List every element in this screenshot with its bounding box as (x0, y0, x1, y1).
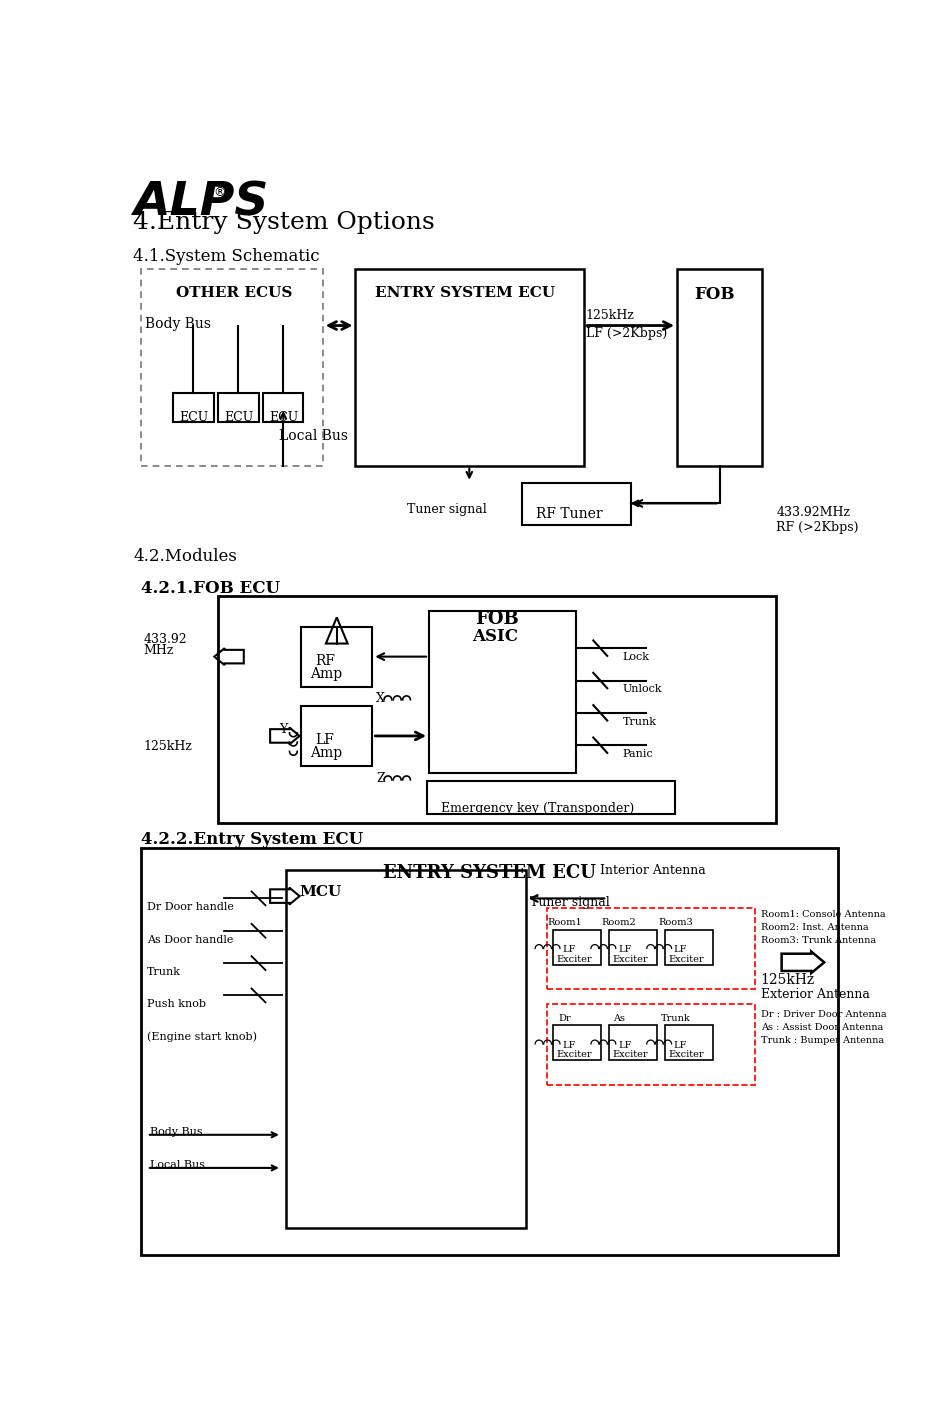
Bar (608, 931, 657, 965)
Text: Room1: Room1 (547, 918, 582, 928)
Text: Body Bus: Body Bus (145, 317, 210, 332)
Text: LF: LF (674, 1040, 687, 1050)
Text: 125kHz: 125kHz (585, 309, 634, 323)
Bar (218, 393, 259, 421)
Bar (522, 482, 630, 525)
Text: RF (>2Kbps): RF (>2Kbps) (776, 521, 859, 534)
Bar (301, 706, 372, 766)
Text: Local Bus: Local Bus (150, 1160, 205, 1170)
Text: Exterior Antenna: Exterior Antenna (761, 989, 869, 1002)
Text: Amp: Amp (310, 746, 343, 760)
Text: 4.2.Modules: 4.2.Modules (133, 548, 237, 565)
Bar (553, 931, 601, 965)
Bar (546, 908, 755, 989)
Text: As : Assist Door Antenna: As : Assist Door Antenna (761, 1023, 883, 1032)
Bar (429, 612, 576, 773)
Text: Emergency key (Transponder): Emergency key (Transponder) (442, 803, 635, 815)
Bar (301, 626, 372, 687)
Text: Body Bus: Body Bus (150, 1127, 203, 1137)
Text: Unlock: Unlock (623, 684, 663, 694)
Bar (664, 931, 713, 965)
Text: LF: LF (618, 945, 631, 955)
Text: 4.2.1.FOB ECU: 4.2.1.FOB ECU (141, 581, 280, 598)
Text: 433.92: 433.92 (144, 633, 188, 646)
Text: X: X (376, 692, 386, 704)
Text: ALPS: ALPS (133, 179, 268, 225)
Bar (141, 848, 838, 1255)
Text: 4.Entry System Options: 4.Entry System Options (133, 211, 435, 233)
Text: 125kHz: 125kHz (144, 740, 192, 753)
Text: Exciter: Exciter (613, 1050, 648, 1059)
Text: LF (>2Kbps): LF (>2Kbps) (585, 327, 666, 340)
Text: FOB: FOB (694, 286, 735, 303)
Text: Exciter: Exciter (557, 1050, 592, 1059)
Text: LF: LF (315, 733, 334, 747)
Bar (218, 596, 776, 822)
Text: Trunk : Bumper Antenna: Trunk : Bumper Antenna (761, 1036, 883, 1046)
Text: Lock: Lock (623, 652, 650, 662)
Text: MHz: MHz (144, 645, 174, 657)
Text: ENTRY SYSTEM ECU: ENTRY SYSTEM ECU (375, 286, 555, 300)
Text: Exciter: Exciter (557, 955, 592, 963)
Text: RF: RF (315, 653, 335, 667)
Bar (355, 269, 584, 465)
Text: Push knob: Push knob (147, 999, 206, 1009)
Text: Tuner signal: Tuner signal (407, 504, 487, 517)
Text: ECU: ECU (269, 411, 299, 424)
Text: Z: Z (376, 773, 385, 785)
Text: 4.1.System Schematic: 4.1.System Schematic (133, 248, 320, 265)
Text: As: As (613, 1015, 625, 1023)
Bar (664, 1026, 713, 1060)
Bar (546, 1003, 755, 1084)
Text: RF Tuner: RF Tuner (536, 507, 603, 521)
Text: Trunk: Trunk (147, 968, 181, 978)
Bar (263, 393, 304, 421)
Text: Exciter: Exciter (668, 955, 704, 963)
Text: Trunk: Trunk (661, 1015, 690, 1023)
Text: Interior Antenna: Interior Antenna (600, 864, 705, 877)
Text: Y: Y (280, 723, 288, 736)
Text: 4.2.2.Entry System ECU: 4.2.2.Entry System ECU (141, 831, 363, 848)
Bar (553, 1026, 601, 1060)
Text: ECU: ECU (179, 411, 208, 424)
Text: Exciter: Exciter (613, 955, 648, 963)
Bar (427, 781, 676, 814)
Text: Room2: Inst. Antenna: Room2: Inst. Antenna (761, 924, 868, 932)
Text: Room3: Trunk Antenna: Room3: Trunk Antenna (761, 936, 876, 945)
Text: Dr: Dr (558, 1015, 571, 1023)
Text: Amp: Amp (310, 666, 343, 680)
Text: (Engine start knob): (Engine start knob) (147, 1032, 257, 1042)
Text: Room2: Room2 (602, 918, 636, 928)
Text: Tuner signal: Tuner signal (529, 896, 609, 909)
Text: Exciter: Exciter (668, 1050, 704, 1059)
Text: Trunk: Trunk (623, 717, 657, 727)
Text: MCU: MCU (300, 885, 342, 899)
Text: LF: LF (563, 1040, 576, 1050)
Bar (141, 269, 323, 465)
Text: Local Bus: Local Bus (279, 430, 347, 444)
Text: LF: LF (618, 1040, 631, 1050)
Text: As Door handle: As Door handle (147, 935, 233, 945)
Text: ECU: ECU (225, 411, 253, 424)
Text: LF: LF (563, 945, 576, 955)
Bar (173, 393, 213, 421)
Text: Room1: Console Antenna: Room1: Console Antenna (761, 909, 885, 919)
Text: ENTRY SYSTEM ECU: ENTRY SYSTEM ECU (383, 864, 596, 882)
Text: Room3: Room3 (658, 918, 693, 928)
Text: FOB: FOB (475, 609, 519, 628)
Text: Dr Door handle: Dr Door handle (147, 902, 234, 912)
Bar (286, 869, 526, 1228)
Bar (677, 269, 763, 465)
Bar (608, 1026, 657, 1060)
Text: 125kHz: 125kHz (761, 973, 815, 988)
Text: LF: LF (674, 945, 687, 955)
Text: ®: ® (213, 186, 226, 199)
Text: ASIC: ASIC (471, 628, 518, 645)
Text: 433.92MHz: 433.92MHz (776, 505, 850, 519)
Text: Dr : Driver Door Antenna: Dr : Driver Door Antenna (761, 1010, 886, 1019)
Text: Panic: Panic (623, 748, 653, 758)
Text: OTHER ECUS: OTHER ECUS (175, 286, 292, 300)
